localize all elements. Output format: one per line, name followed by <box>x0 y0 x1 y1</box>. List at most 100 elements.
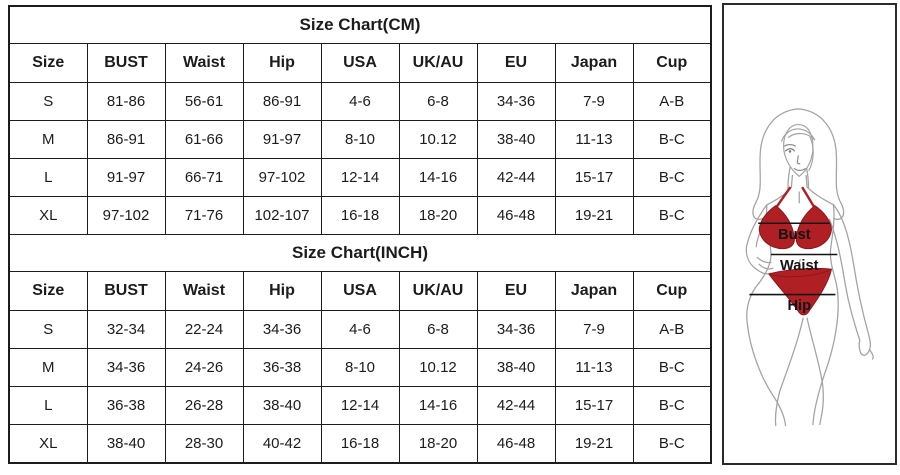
value-cell: 71-76 <box>164 196 244 235</box>
value-cell: 7-9 <box>554 310 634 349</box>
col-header-size: Size <box>8 271 88 311</box>
value-cell: 26-28 <box>164 386 244 425</box>
value-cell: 102-107 <box>242 196 322 235</box>
value-cell: 56-61 <box>164 82 244 121</box>
value-cell: 19-21 <box>554 424 634 464</box>
size-cell: XL <box>8 424 88 464</box>
col-header-size: Size <box>8 43 88 83</box>
value-cell: B-C <box>632 158 712 197</box>
col-header-hip: Hip <box>242 271 322 311</box>
value-cell: 6-8 <box>398 82 478 121</box>
value-cell: 46-48 <box>476 424 556 464</box>
value-cell: 36-38 <box>86 386 166 425</box>
value-cell: 86-91 <box>242 82 322 121</box>
measurement-figure-panel: Bust Waist Hip <box>722 3 897 465</box>
value-cell: 16-18 <box>320 196 400 235</box>
value-cell: 36-38 <box>242 348 322 387</box>
value-cell: 61-66 <box>164 120 244 159</box>
nose <box>796 155 801 165</box>
value-cell: 34-36 <box>242 310 322 349</box>
table-row-cm-xl: XL 97-102 71-76 102-107 16-18 18-20 46-4… <box>8 196 712 235</box>
value-cell: 11-13 <box>554 348 634 387</box>
col-header-eu: EU <box>476 271 556 311</box>
value-cell: 38-40 <box>476 348 556 387</box>
value-cell: 8-10 <box>320 120 400 159</box>
table-row-inch-m: M 34-36 24-26 36-38 8-10 10.12 38-40 11-… <box>8 348 712 387</box>
mouth <box>793 167 806 171</box>
value-cell: 28-30 <box>164 424 244 464</box>
value-cell: 4-6 <box>320 310 400 349</box>
measurement-lines <box>749 222 838 296</box>
value-cell: 10.12 <box>398 348 478 387</box>
value-cell: 4-6 <box>320 82 400 121</box>
hair-fringe <box>781 128 816 142</box>
face <box>781 123 816 178</box>
bikini-strap-right <box>801 186 815 208</box>
waist-label: Waist <box>780 258 819 274</box>
table-row-inch-l: L 36-38 26-28 38-40 12-14 14-16 42-44 15… <box>8 386 712 425</box>
col-header-eu: EU <box>476 43 556 83</box>
col-header-japan: Japan <box>554 271 634 311</box>
bikini-strap-left <box>775 186 792 208</box>
bikini-bottom <box>768 267 833 316</box>
table-row-cm-l: L 91-97 66-71 97-102 12-14 14-16 42-44 1… <box>8 158 712 197</box>
value-cell: 32-34 <box>86 310 166 349</box>
value-cell: 38-40 <box>476 120 556 159</box>
value-cell: 34-36 <box>86 348 166 387</box>
col-header-bust: BUST <box>86 43 166 83</box>
value-cell: 42-44 <box>476 386 556 425</box>
value-cell: 91-97 <box>242 120 322 159</box>
navel <box>798 258 801 267</box>
value-cell: A-B <box>632 310 712 349</box>
value-cell: B-C <box>632 196 712 235</box>
col-header-waist: Waist <box>164 43 244 83</box>
size-cell: S <box>8 82 88 121</box>
col-header-cup: Cup <box>632 43 712 83</box>
value-cell: 18-20 <box>398 196 478 235</box>
table-header-row-cm: Size BUST Waist Hip USA UK/AU EU Japan C… <box>8 43 712 83</box>
eye <box>788 150 792 153</box>
col-header-japan: Japan <box>554 43 634 83</box>
col-header-cup: Cup <box>632 271 712 311</box>
right-arm <box>828 204 874 360</box>
value-cell: B-C <box>632 424 712 464</box>
value-cell: 15-17 <box>554 158 634 197</box>
value-cell: 15-17 <box>554 386 634 425</box>
table-row-cm-s: S 81-86 56-61 86-91 4-6 6-8 34-36 7-9 A-… <box>8 82 712 121</box>
value-cell: 7-9 <box>554 82 634 121</box>
value-cell: B-C <box>632 348 712 387</box>
bust-label: Bust <box>778 227 811 243</box>
table-row-cm-m: M 86-91 61-66 91-97 8-10 10.12 38-40 11-… <box>8 120 712 159</box>
value-cell: 38-40 <box>242 386 322 425</box>
value-cell: 16-18 <box>320 424 400 464</box>
size-cell: XL <box>8 196 88 235</box>
size-cell: L <box>8 158 88 197</box>
value-cell: 42-44 <box>476 158 556 197</box>
size-cell: S <box>8 310 88 349</box>
table-row-inch-s: S 32-34 22-24 34-36 4-6 6-8 34-36 7-9 A-… <box>8 310 712 349</box>
value-cell: 11-13 <box>554 120 634 159</box>
table-header-row-inch: Size BUST Waist Hip USA UK/AU EU Japan C… <box>8 271 712 311</box>
measurement-figure-illustration: Bust Waist Hip <box>745 108 874 427</box>
table-title-inch: Size Chart(INCH) <box>8 234 712 272</box>
value-cell: 14-16 <box>398 158 478 197</box>
value-cell: 66-71 <box>164 158 244 197</box>
value-cell: 34-36 <box>476 82 556 121</box>
value-cell: A-B <box>632 82 712 121</box>
size-cell: M <box>8 120 88 159</box>
value-cell: 18-20 <box>398 424 478 464</box>
value-cell: 14-16 <box>398 386 478 425</box>
table-title-row-inch: Size Chart(INCH) <box>8 234 712 272</box>
col-header-hip: Hip <box>242 43 322 83</box>
value-cell: 97-102 <box>86 196 166 235</box>
value-cell: 12-14 <box>320 386 400 425</box>
value-cell: B-C <box>632 120 712 159</box>
value-cell: 40-42 <box>242 424 322 464</box>
value-cell: 97-102 <box>242 158 322 197</box>
value-cell: 19-21 <box>554 196 634 235</box>
bikini <box>758 186 833 316</box>
value-cell: 81-86 <box>86 82 166 121</box>
bikini-top-left-cup <box>758 205 795 250</box>
value-cell: 86-91 <box>86 120 166 159</box>
